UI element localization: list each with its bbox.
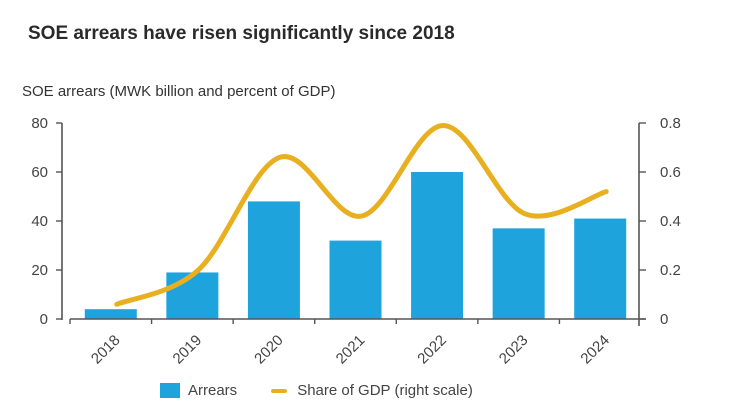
bar-2024: [574, 218, 627, 319]
x-tick-label: 2018: [88, 332, 124, 368]
right-tick-label: 0.4: [660, 213, 681, 230]
x-tick-label: 2020: [251, 332, 287, 368]
right-tick-label: 0.2: [660, 262, 681, 279]
chart-title: SOE arrears have risen significantly sin…: [28, 23, 455, 44]
right-tick-label: 0.6: [660, 164, 681, 181]
bar-2022: [411, 172, 464, 319]
left-tick-label: 0: [40, 311, 48, 328]
right-tick-label: 0: [660, 311, 668, 328]
x-tick-label: 2024: [577, 332, 613, 368]
bar-2023: [492, 228, 545, 319]
legend-arrears-label: Arrears: [188, 382, 238, 399]
bar-2019: [166, 272, 219, 319]
legend-share-label: Share of GDP (right scale): [297, 382, 473, 399]
bar-2020: [247, 201, 300, 319]
legend: Arrears Share of GDP (right scale): [160, 382, 473, 399]
legend-share-line: [271, 388, 288, 393]
chart-subtitle: SOE arrears (MWK billion and percent of …: [22, 83, 336, 100]
left-tick-label: 20: [31, 262, 48, 279]
bar-2018: [84, 309, 137, 319]
x-tick-label: 2019: [170, 332, 206, 368]
left-tick-label: 40: [31, 213, 48, 230]
legend-arrears-swatch: [160, 383, 180, 398]
x-tick-label: 2022: [414, 332, 450, 368]
x-tick-label: 2021: [333, 332, 369, 368]
left-tick-label: 60: [31, 164, 48, 181]
left-tick-label: 80: [31, 115, 48, 132]
right-tick-label: 0.8: [660, 115, 681, 132]
bar-2021: [329, 240, 382, 319]
x-tick-label: 2023: [496, 332, 532, 368]
